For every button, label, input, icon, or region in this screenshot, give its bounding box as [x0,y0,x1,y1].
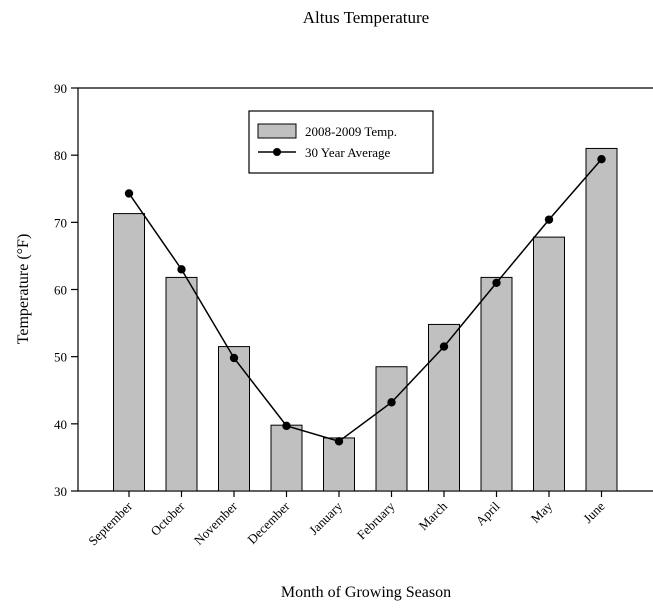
average-point-april [492,278,501,287]
x-tick-label-march: March [416,498,451,533]
average-point-november [229,353,239,363]
x-tick-label-february: February [354,498,398,542]
bar-june [585,147,618,492]
x-tick-label-september: September [85,498,135,548]
average-line [128,158,603,443]
y-tick-label: 90 [54,81,67,96]
legend-bar-label: 2008-2009 Temp. [305,124,397,139]
x-tick-label-november: November [191,498,241,548]
x-axis-title: Month of Growing Season [281,584,451,601]
x-tick-label-december: December [244,498,293,547]
legend-line-marker [273,148,281,156]
legend: 2008-2009 Temp. 30 Year Average [248,110,434,174]
y-tick-label: 40 [54,417,67,432]
x-tick-label-may: May [528,498,556,526]
bar-november [218,346,250,492]
average-point-january [334,437,344,446]
bar-march [428,323,460,492]
bar-january [323,437,355,492]
x-tick-label-october: October [147,498,188,539]
average-point-september [124,189,134,198]
average-point-october [177,265,186,274]
legend-line-label: 30 Year Average [305,145,391,160]
bar-february [375,366,408,492]
bar-december [270,424,303,492]
y-tick-label: 70 [54,215,67,230]
x-tick-label-june: June [580,498,608,526]
average-point-december [282,421,291,431]
legend-box [248,110,434,174]
bar-may [533,236,565,492]
chart-title: Altus Temperature [303,8,429,27]
y-tick-label: 60 [54,283,67,298]
average-point-may [544,215,554,224]
x-tick-label-january: January [306,498,346,538]
average-point-june [597,154,606,164]
y-tick-label: 30 [54,484,67,499]
y-axis-title: Temperature (°F) [15,234,32,345]
y-tick-label: 80 [54,148,67,163]
bar-september [113,213,145,492]
y-tick-label: 50 [54,350,67,365]
bar-april [480,276,513,492]
x-tick-label-april: April [473,498,503,528]
legend-bar-swatch [257,123,297,139]
average-point-february [387,398,396,407]
average-point-march [439,342,449,351]
bar-october [165,276,198,492]
